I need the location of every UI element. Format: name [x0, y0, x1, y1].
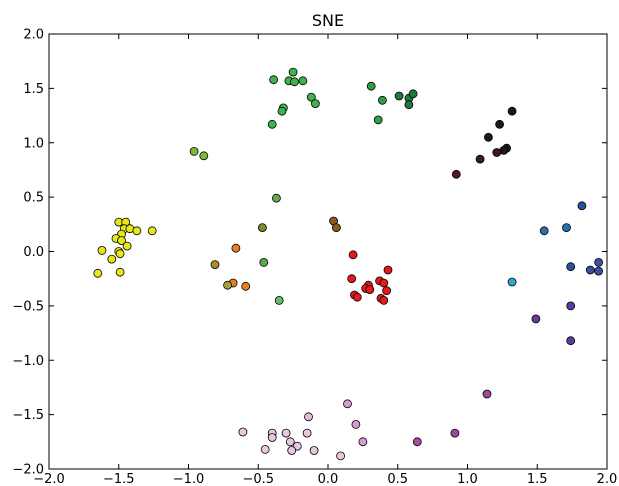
data-point — [267, 119, 277, 129]
data-point — [298, 76, 308, 86]
data-point — [408, 89, 418, 99]
data-point — [241, 281, 251, 291]
data-point — [539, 226, 549, 236]
y-tick-label: 0.5 — [23, 191, 44, 206]
data-point — [483, 132, 493, 142]
data-point — [93, 268, 103, 278]
data-point — [577, 201, 587, 211]
data-point — [566, 262, 576, 272]
data-point — [373, 115, 383, 125]
data-point — [287, 446, 297, 455]
x-tick-label: 2.0 — [597, 472, 618, 486]
y-axis: −2.0 −1.5 −1.0 −0.5 0.0 0.5 1.0 1.5 2.0 — [12, 28, 607, 478]
x-tick-label: 1.0 — [457, 472, 478, 486]
data-point — [451, 169, 461, 179]
data-point — [382, 286, 392, 296]
data-point — [331, 223, 341, 233]
data-point — [107, 254, 117, 264]
data-point — [271, 193, 281, 203]
data-point — [117, 236, 126, 246]
y-tick-label: 1.5 — [23, 82, 44, 97]
y-tick-label: 0.0 — [23, 245, 44, 260]
data-point — [122, 241, 132, 251]
data-point — [495, 119, 505, 129]
data-point — [507, 277, 517, 287]
data-point — [189, 146, 199, 156]
data-point — [507, 106, 517, 116]
data-point — [482, 389, 492, 399]
data-point — [260, 444, 270, 454]
data-point — [562, 223, 571, 233]
data-point — [310, 99, 320, 108]
data-point — [412, 437, 422, 447]
data-point — [404, 100, 414, 110]
data-point — [343, 399, 352, 409]
data-point — [199, 151, 209, 161]
data-point — [147, 226, 157, 236]
data-point — [566, 301, 576, 311]
data-point — [302, 428, 312, 438]
data-point — [274, 295, 284, 305]
data-point — [309, 446, 319, 455]
data-point — [358, 437, 368, 447]
data-point — [352, 292, 362, 302]
data-point — [238, 427, 248, 437]
data-point — [492, 148, 502, 157]
data-point — [348, 250, 358, 260]
data-point — [347, 274, 357, 284]
data-point — [377, 95, 387, 105]
x-tick-label: 0.0 — [318, 472, 339, 486]
x-axis: −2.0 −1.5 −1.0 −0.5 0.0 0.5 1.0 1.5 2.0 — [33, 34, 617, 486]
data-point — [210, 260, 220, 270]
data-point — [450, 428, 460, 438]
data-point — [594, 257, 603, 267]
data-point — [351, 419, 361, 429]
data-point — [394, 91, 404, 101]
data-point — [132, 226, 142, 236]
data-point — [259, 257, 269, 267]
data-point — [277, 106, 287, 116]
data-point — [97, 245, 107, 255]
x-tick-label: −2.0 — [33, 472, 65, 486]
data-point — [383, 265, 393, 275]
plot-points — [93, 67, 603, 461]
chart-title: SNE — [312, 11, 344, 30]
y-tick-label: 2.0 — [23, 28, 44, 43]
data-point — [288, 67, 298, 77]
x-tick-label: 1.5 — [527, 472, 548, 486]
y-tick-label: 1.0 — [23, 136, 44, 151]
data-point — [223, 280, 233, 290]
data-point — [366, 81, 376, 91]
data-point — [379, 278, 389, 288]
data-point — [531, 314, 541, 324]
y-tick-label: −1.0 — [12, 354, 44, 369]
data-point — [115, 267, 125, 277]
data-point — [304, 412, 313, 422]
data-point — [585, 265, 595, 275]
data-point — [290, 77, 299, 87]
data-point — [336, 451, 346, 461]
y-tick-label: −0.5 — [12, 299, 44, 314]
data-point — [306, 92, 316, 102]
data-point — [475, 154, 485, 164]
data-point — [281, 428, 291, 438]
plot-frame — [48, 33, 608, 470]
data-point — [379, 295, 389, 305]
data-point — [115, 249, 125, 259]
data-point — [285, 437, 295, 447]
data-point — [566, 336, 576, 346]
data-point — [365, 285, 375, 295]
data-point — [257, 223, 267, 233]
data-point — [231, 243, 241, 253]
y-tick-label: −1.5 — [12, 408, 44, 423]
x-tick-label: −0.5 — [242, 472, 274, 486]
x-tick-label: −1.0 — [173, 472, 205, 486]
data-point — [594, 266, 603, 276]
x-tick-label: 0.5 — [387, 472, 408, 486]
data-point — [269, 75, 279, 85]
x-tick-label: −1.5 — [103, 472, 135, 486]
data-point — [267, 433, 277, 442]
y-tick-label: −2.0 — [12, 463, 44, 478]
